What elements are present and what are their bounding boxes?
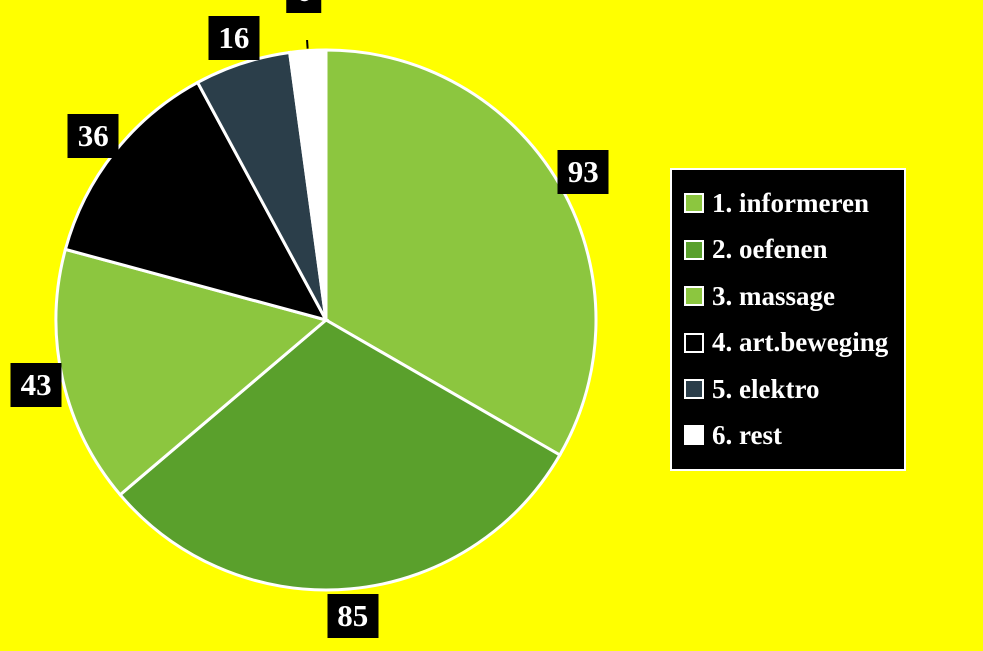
legend-swatch-3 <box>684 286 704 306</box>
legend-swatch-5 <box>684 379 704 399</box>
legend-label-2: 2. oefenen <box>712 226 888 272</box>
pie-value-label-1: 93 <box>558 150 609 194</box>
legend-item-2: 2. oefenen <box>684 226 888 272</box>
leader-line-6 <box>304 40 308 49</box>
pie-value-label-6: 6 <box>286 0 322 13</box>
pie-value-label-4: 36 <box>68 114 119 158</box>
pie-value-label-2: 85 <box>327 594 378 638</box>
legend: 1. informeren2. oefenen3. massage4. art.… <box>670 168 906 471</box>
chart-root: 93 85 43 36 16 6 1. informeren2. oefenen3. mas… <box>0 0 983 651</box>
legend-item-3: 3. massage <box>684 273 888 319</box>
legend-swatch-4 <box>684 333 704 353</box>
legend-swatch-1 <box>684 193 704 213</box>
legend-item-6: 6. rest <box>684 412 888 458</box>
legend-swatch-6 <box>684 425 704 445</box>
legend-item-4: 4. art.beweging <box>684 319 888 365</box>
legend-label-5: 5. elektro <box>712 366 888 412</box>
legend-label-6: 6. rest <box>712 412 888 458</box>
legend-label-4: 4. art.beweging <box>712 319 888 365</box>
pie-chart <box>46 40 606 600</box>
legend-swatch-2 <box>684 240 704 260</box>
legend-label-3: 3. massage <box>712 273 888 319</box>
legend-item-1: 1. informeren <box>684 180 888 226</box>
pie-value-label-3: 43 <box>11 363 62 407</box>
legend-label-1: 1. informeren <box>712 180 888 226</box>
pie-value-label-5: 16 <box>208 16 259 60</box>
legend-item-5: 5. elektro <box>684 366 888 412</box>
